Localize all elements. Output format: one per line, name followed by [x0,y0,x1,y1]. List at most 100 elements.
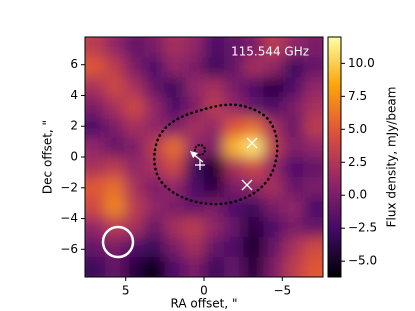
heat-cell [263,157,284,178]
heat-cell [124,57,145,78]
heat-cell [164,97,185,118]
heat-cell [184,217,205,238]
arrow-head [190,151,198,158]
heat-cell [144,197,165,218]
heat-cell [204,257,225,277]
heat-cell [124,257,145,277]
heat-cell [104,177,126,198]
heat-cell [243,37,264,58]
chart-title: 115.544 GHz [231,45,309,59]
heat-cell [184,137,205,158]
x-tick-label: 0 [200,284,208,298]
heat-cell [243,237,264,258]
heat-cell [204,237,225,258]
heat-cell [204,217,225,238]
colorbar [327,36,342,278]
heat-cell [243,77,264,98]
heat-cell [124,217,145,238]
heat-cell [283,257,304,277]
heat-cell [263,37,284,58]
heat-cell [184,197,205,218]
heatmap-cells [85,37,323,277]
x-axis-label: RA offset, " [171,297,238,311]
heat-cell [263,97,284,118]
beam [101,225,135,259]
heat-cell [243,157,264,178]
y-tick-label: 6 [70,57,78,71]
heat-cell [243,117,264,138]
heat-cell [263,257,284,277]
heat-cell [303,97,323,118]
heat-cell [283,117,304,138]
heat-cell [243,197,264,218]
heat-cell [243,57,264,78]
heat-cell [124,137,145,158]
heat-cell [283,37,304,58]
y-tick-label: −4 [60,211,78,225]
heat-cell [204,57,225,78]
heat-cell [204,197,225,218]
heat-cell [223,57,245,78]
heat-cell [164,237,185,258]
heat-cell [85,97,106,118]
colorbar-tick-label: 7.5 [348,89,367,103]
heat-cell [144,157,165,178]
heat-cell [144,217,165,238]
colorbar-label: Flux density, mJy/beam [385,87,399,228]
heat-cell [303,257,323,277]
heat-cell [85,37,106,58]
colorbar-tick-label: −2.5 [348,221,377,235]
heat-cell [184,57,205,78]
heat-cell [164,157,185,178]
heat-cell [184,37,205,58]
heat-cell [283,137,304,158]
heat-cell [164,197,185,218]
heat-cell [124,37,145,58]
contour [153,103,279,206]
heat-cell [184,257,205,277]
heat-cell [283,237,304,258]
heat-cell [184,177,205,198]
heat-cell [283,177,304,198]
overlays [101,103,279,259]
inner-contour [194,144,207,156]
heat-cell [104,37,126,58]
heat-cell [303,57,323,78]
heat-cell [263,197,284,218]
colorbar-tick-label: 2.5 [348,155,367,169]
heat-cell [303,37,323,58]
heat-cell [164,117,185,138]
heat-cell [283,97,304,118]
heat-cell [223,257,245,277]
heat-cell [144,77,165,98]
y-tick-label: −2 [60,180,78,194]
heat-cell [283,217,304,238]
heat-cell [243,137,264,158]
heat-cell [223,97,245,118]
heat-cell [164,37,185,58]
heat-cell [283,157,304,178]
heat-cell [204,117,225,138]
heat-cell [85,237,106,258]
heat-cell [303,177,323,198]
heat-cell [263,237,284,258]
y-tick-label: 0 [70,150,78,164]
heat-cell [164,217,185,238]
heat-cell [204,37,225,58]
colorbar-tick-label: 5.0 [348,122,367,136]
y-tick-label: 2 [70,119,78,133]
heat-cell [263,137,284,158]
heat-cell [164,77,185,98]
heat-cell [263,57,284,78]
heat-cell [223,157,245,178]
heat-cell [184,97,205,118]
heat-cell [243,257,264,277]
heat-cell [204,177,225,198]
heat-cell [85,197,106,218]
heat-cell [164,177,185,198]
heat-cell [263,217,284,238]
heat-cell [104,237,126,258]
heat-cell [263,77,284,98]
heat-cell [303,117,323,138]
